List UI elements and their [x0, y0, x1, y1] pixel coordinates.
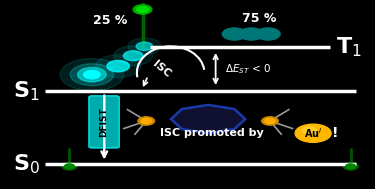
- Text: Au$^{I}$: Au$^{I}$: [304, 126, 322, 140]
- Circle shape: [222, 28, 246, 40]
- Circle shape: [123, 51, 143, 61]
- Circle shape: [128, 38, 161, 55]
- Text: $\Delta E_{ST}$ < 0: $\Delta E_{ST}$ < 0: [225, 62, 271, 76]
- Circle shape: [302, 127, 316, 134]
- Text: S$_0$: S$_0$: [13, 153, 40, 176]
- Circle shape: [141, 118, 152, 124]
- Circle shape: [265, 118, 275, 124]
- FancyBboxPatch shape: [89, 96, 119, 148]
- Text: ISC: ISC: [150, 59, 172, 79]
- Circle shape: [60, 59, 124, 91]
- Text: DFIST: DFIST: [99, 107, 109, 137]
- Circle shape: [256, 28, 280, 40]
- Circle shape: [114, 46, 153, 66]
- Circle shape: [239, 28, 263, 40]
- Circle shape: [70, 64, 114, 86]
- Circle shape: [64, 164, 74, 169]
- Text: S$_1$: S$_1$: [13, 79, 39, 102]
- Text: 75 %: 75 %: [242, 12, 276, 25]
- Text: T$_1$: T$_1$: [336, 36, 362, 59]
- Circle shape: [133, 5, 152, 14]
- Circle shape: [78, 67, 106, 82]
- Circle shape: [136, 6, 148, 12]
- Text: ISC promoted by: ISC promoted by: [160, 128, 264, 138]
- Circle shape: [62, 163, 77, 170]
- Circle shape: [295, 124, 331, 142]
- Polygon shape: [171, 105, 245, 133]
- Text: 25 %: 25 %: [93, 14, 128, 27]
- Circle shape: [138, 117, 154, 125]
- Circle shape: [107, 60, 129, 72]
- Circle shape: [136, 42, 153, 50]
- Circle shape: [96, 55, 141, 77]
- Circle shape: [262, 117, 278, 125]
- Circle shape: [343, 163, 358, 170]
- Circle shape: [346, 164, 355, 169]
- Circle shape: [84, 70, 100, 79]
- Text: !: !: [332, 126, 339, 140]
